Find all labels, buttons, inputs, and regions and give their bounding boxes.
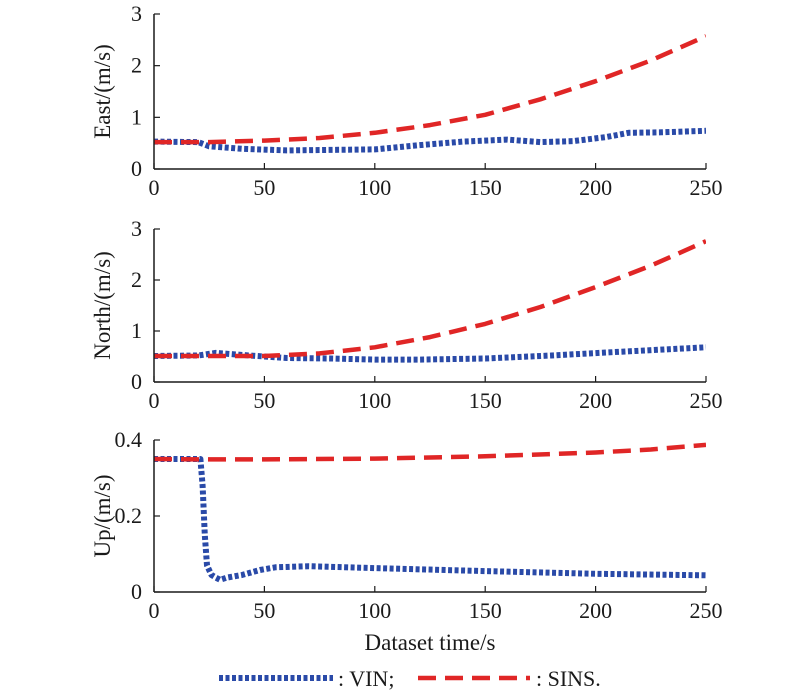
east-y-tick-label: 1 xyxy=(131,104,142,129)
up-y-tick-label: 0.2 xyxy=(115,503,143,528)
east-x-tick-label: 50 xyxy=(253,175,275,200)
up-x-tick-label: 100 xyxy=(358,598,391,623)
legend-sins-label: : SINS. xyxy=(536,666,601,691)
up-x-tick-label: 200 xyxy=(579,598,612,623)
north-x-tick-label: 250 xyxy=(690,388,723,413)
north-x-tick-label: 0 xyxy=(149,388,160,413)
north-x-tick-label: 200 xyxy=(579,388,612,413)
up-y-axis-label: Up/(m/s) xyxy=(90,474,115,557)
up-x-tick-label: 0 xyxy=(149,598,160,623)
up-x-tick-label: 250 xyxy=(690,598,723,623)
up-y-tick-label: 0.4 xyxy=(115,427,143,452)
east-x-tick-label: 0 xyxy=(149,175,160,200)
east-panel: 0 50 100 150 200 250 0 1 2 3 East/(m/s) xyxy=(90,1,723,200)
east-x-tick-label: 150 xyxy=(469,175,502,200)
north-y-axis-label: North/(m/s) xyxy=(90,251,115,360)
east-y-tick-label: 3 xyxy=(131,1,142,26)
north-panel: 0 50 100 150 200 250 0 1 2 3 North/(m/s) xyxy=(90,216,723,413)
north-y-tick-label: 0 xyxy=(131,369,142,394)
north-y-tick-label: 3 xyxy=(131,216,142,241)
east-y-tick-label: 2 xyxy=(131,53,142,78)
up-x-axis-label: Dataset time/s xyxy=(365,630,496,655)
east-y-tick-label: 0 xyxy=(131,156,142,181)
legend: : VIN; : SINS. xyxy=(219,666,601,691)
east-x-tick-label: 100 xyxy=(358,175,391,200)
up-panel: 0 50 100 150 200 250 0 0.2 0.4Up/(m/s) Dataset ti… xyxy=(90,427,723,655)
north-x-tick-label: 100 xyxy=(358,388,391,413)
east-x-tick-label: 200 xyxy=(579,175,612,200)
legend-vin-label: : VIN; xyxy=(338,666,394,691)
north-x-tick-label: 150 xyxy=(469,388,502,413)
north-x-tick-label: 50 xyxy=(253,388,275,413)
east-y-axis-label: East/(m/s) xyxy=(90,44,115,139)
up-x-tick-label: 150 xyxy=(469,598,502,623)
up-vin-series-line xyxy=(154,456,706,583)
north-vin-series-line xyxy=(154,344,706,363)
east-x-tick-label: 250 xyxy=(690,175,723,200)
up-sins-series-line xyxy=(154,442,706,462)
east-sins-series-line xyxy=(154,34,706,145)
up-x-tick-label: 50 xyxy=(253,598,275,623)
north-y-tick-label: 1 xyxy=(131,318,142,343)
north-y-tick-label: 2 xyxy=(131,267,142,292)
east-vin-series-line xyxy=(154,127,706,154)
north-sins-series-line xyxy=(154,239,706,359)
up-y-tick-label: 0 xyxy=(131,579,142,604)
